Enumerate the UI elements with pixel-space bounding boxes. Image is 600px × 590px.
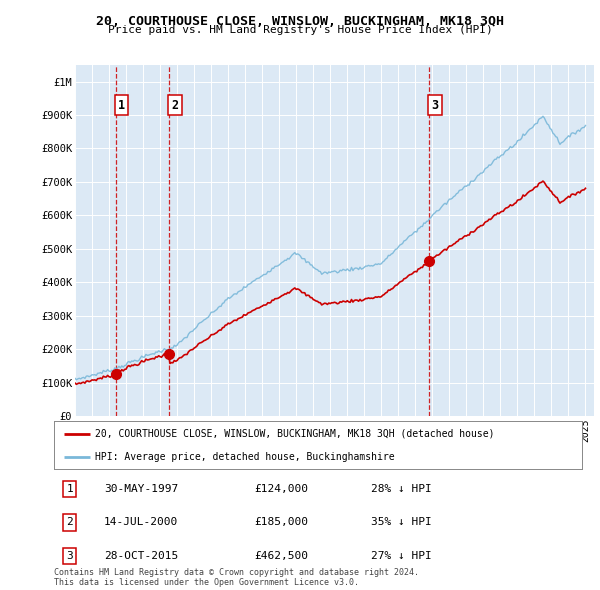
Text: 28-OCT-2015: 28-OCT-2015 <box>104 551 178 561</box>
Text: £185,000: £185,000 <box>254 517 308 527</box>
Text: Price paid vs. HM Land Registry's House Price Index (HPI): Price paid vs. HM Land Registry's House … <box>107 25 493 35</box>
Text: £462,500: £462,500 <box>254 551 308 561</box>
Text: 2: 2 <box>171 99 178 112</box>
Text: 1: 1 <box>67 484 73 494</box>
Text: 2: 2 <box>67 517 73 527</box>
Text: 28% ↓ HPI: 28% ↓ HPI <box>371 484 431 494</box>
Text: HPI: Average price, detached house, Buckinghamshire: HPI: Average price, detached house, Buck… <box>95 452 395 462</box>
Text: 20, COURTHOUSE CLOSE, WINSLOW, BUCKINGHAM, MK18 3QH (detached house): 20, COURTHOUSE CLOSE, WINSLOW, BUCKINGHA… <box>95 429 494 439</box>
Text: 20, COURTHOUSE CLOSE, WINSLOW, BUCKINGHAM, MK18 3QH: 20, COURTHOUSE CLOSE, WINSLOW, BUCKINGHA… <box>96 15 504 28</box>
Text: 14-JUL-2000: 14-JUL-2000 <box>104 517 178 527</box>
Text: 3: 3 <box>67 551 73 561</box>
Text: 3: 3 <box>431 99 439 112</box>
Text: 35% ↓ HPI: 35% ↓ HPI <box>371 517 431 527</box>
Text: £124,000: £124,000 <box>254 484 308 494</box>
Text: 1: 1 <box>118 99 125 112</box>
Text: Contains HM Land Registry data © Crown copyright and database right 2024.
This d: Contains HM Land Registry data © Crown c… <box>54 568 419 587</box>
Text: 27% ↓ HPI: 27% ↓ HPI <box>371 551 431 561</box>
Text: 30-MAY-1997: 30-MAY-1997 <box>104 484 178 494</box>
